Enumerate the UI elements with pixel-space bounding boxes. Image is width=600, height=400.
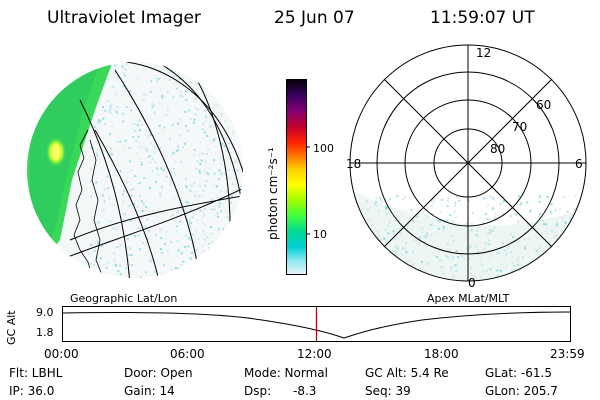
dsp-value: -8.3: [293, 384, 317, 398]
colorbar-tick-10: 10: [313, 228, 327, 241]
mode-field: Mode: Normal: [244, 366, 328, 380]
seq-field: Seq: 39: [365, 384, 411, 398]
altitude-tick-1-8: 1.8: [36, 326, 54, 339]
glat-field: GLat: -61.5: [485, 366, 552, 380]
date-label: 25 Jun 07: [274, 8, 355, 28]
lat-label-80: 80: [490, 142, 506, 156]
lat-label-70: 70: [512, 120, 528, 134]
glon-field: GLon: 205.7: [485, 384, 558, 398]
colorbar-tick-100: 100: [313, 142, 334, 155]
altitude-axis-label: GC Alt: [5, 310, 18, 345]
gain-field: Gain: 14: [124, 384, 175, 398]
mlt-label-0: 0: [468, 276, 476, 290]
right-panel-label: Apex MLat/MLT: [427, 292, 510, 305]
mlt-label-18: 18: [346, 157, 362, 171]
time-tick-0000: 00:00: [44, 347, 79, 361]
mlt-label-12: 12: [476, 46, 492, 60]
time-tick-1200: 12:00: [297, 347, 332, 361]
flt-field: Flt: LBHL: [9, 366, 63, 380]
time-tick-1800: 18:00: [424, 347, 459, 361]
time-tick-0600: 06:00: [170, 347, 205, 361]
colorbar: [286, 79, 310, 275]
time-label: 11:59:07 UT: [430, 8, 535, 28]
colorbar-unit-label: photon cm⁻²s⁻¹: [266, 147, 280, 240]
gc-alt-field: GC Alt: 5.4 Re: [365, 366, 449, 380]
left-panel-label: Geographic Lat/Lon: [70, 292, 178, 305]
dsp-field: Dsp:: [244, 384, 272, 398]
instrument-title: Ultraviolet Imager: [47, 8, 201, 28]
mlt-label-6: 6: [575, 157, 583, 171]
ip-field: IP: 36.0: [9, 384, 55, 398]
door-field: Door: Open: [124, 366, 193, 380]
altitude-tick-9: 9.0: [36, 306, 54, 319]
lat-label-60: 60: [536, 98, 552, 112]
time-tick-2359: 23:59: [550, 347, 585, 361]
altitude-strip-plot: [62, 306, 571, 342]
